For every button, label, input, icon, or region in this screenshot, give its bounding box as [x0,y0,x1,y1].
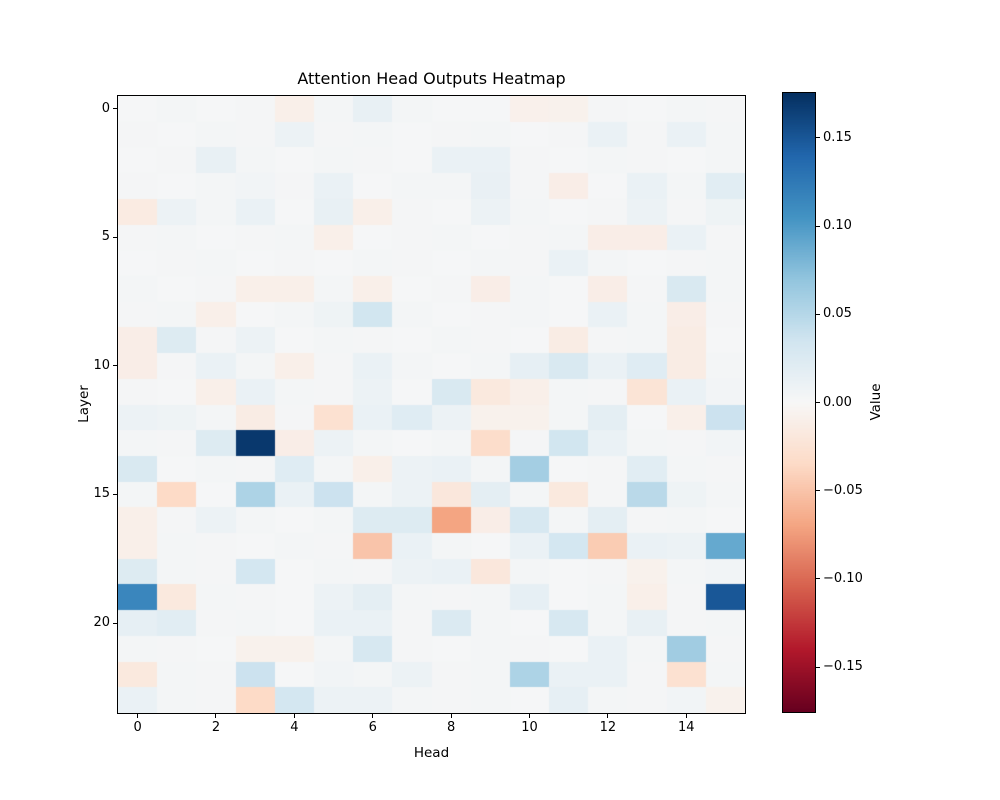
x-tick-label: 4 [290,720,299,735]
y-tick-mark [113,236,117,238]
colorbar-tick-mark [816,225,820,227]
x-tick-label: 10 [521,720,538,735]
y-tick-label: 5 [101,229,110,245]
colorbar-canvas [783,93,815,712]
colorbar-tick-label: 0.05 [823,306,852,322]
x-tick-label: 12 [599,720,617,735]
x-tick-label: 14 [677,720,695,735]
colorbar-tick-label: −0.15 [823,659,863,675]
colorbar-tick-mark [816,578,820,580]
x-tick-mark [450,714,452,718]
y-tick-label: 15 [93,486,110,502]
x-tick-mark [607,714,609,718]
x-tick-label: 8 [446,720,456,735]
colorbar-tick-label: −0.05 [823,482,863,498]
y-tick-label: 0 [101,100,110,116]
x-tick-mark [215,714,217,718]
colorbar [782,92,816,713]
x-tick-mark [685,714,687,718]
y-axis-label: Layer [76,385,92,423]
colorbar-tick-label: 0.10 [823,218,852,234]
colorbar-tick-mark [816,666,820,668]
colorbar-tick-mark [816,137,820,139]
x-tick-mark [372,714,374,718]
heatmap-plot-area [117,95,746,714]
heatmap-canvas [118,96,745,713]
y-tick-mark [113,365,117,367]
colorbar-tick-label: −0.10 [823,570,863,586]
x-axis-label: Head [413,745,450,761]
y-tick-mark [113,493,117,495]
y-tick-label: 20 [93,615,110,631]
y-tick-label: 10 [93,357,110,373]
colorbar-tick-mark [816,402,820,403]
x-tick-label: 0 [133,720,142,735]
colorbar-tick-label: 0.00 [823,394,852,410]
colorbar-tick-label: 0.15 [823,129,852,145]
x-tick-mark [293,714,295,718]
colorbar-label: Value [868,383,884,421]
colorbar-tick-mark [816,313,820,315]
x-tick-label: 2 [211,720,221,735]
x-tick-mark [528,714,530,718]
colorbar-tick-mark [816,490,820,492]
x-tick-mark [137,714,139,718]
chart-title: Attention Head Outputs Heatmap [297,69,566,88]
x-tick-label: 6 [368,720,377,735]
y-tick-mark [113,108,117,110]
y-tick-mark [113,622,117,624]
